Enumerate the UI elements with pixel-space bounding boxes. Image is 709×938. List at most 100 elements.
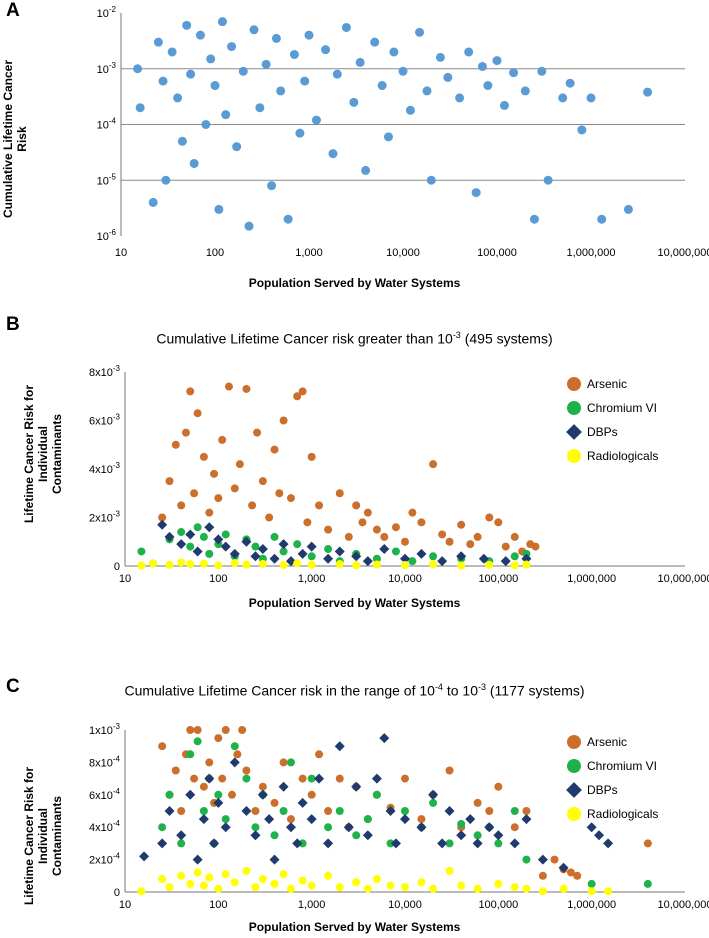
- legend-item: Chromium VI: [567, 396, 658, 420]
- data-point: [332, 69, 342, 79]
- data-point: [177, 501, 186, 510]
- data-point: [485, 807, 494, 815]
- data-point: [293, 392, 302, 401]
- data-point: [429, 798, 438, 807]
- data-point: [586, 93, 596, 103]
- data-point: [232, 142, 242, 152]
- data-point: [158, 875, 167, 884]
- data-point: [543, 175, 553, 185]
- data-point: [371, 773, 382, 784]
- data-point: [416, 822, 427, 833]
- data-point: [177, 807, 186, 815]
- data-point: [233, 750, 242, 759]
- data-point: [417, 878, 426, 887]
- data-point: [352, 831, 361, 840]
- data-point: [315, 501, 324, 510]
- y-tick-label: 6x10-4: [89, 787, 121, 802]
- data-point: [349, 97, 359, 107]
- data-point: [445, 839, 454, 848]
- data-point: [204, 773, 215, 784]
- data-point: [286, 758, 295, 767]
- data-point: [251, 823, 260, 832]
- y-tick-label: 10-5: [97, 172, 117, 187]
- data-point: [283, 214, 293, 224]
- data-point: [242, 560, 251, 569]
- data-point: [164, 806, 175, 816]
- data-point: [531, 542, 540, 551]
- data-point: [401, 537, 409, 546]
- data-point: [537, 854, 548, 865]
- data-point: [510, 552, 519, 561]
- y-tick-label: 0: [114, 561, 120, 573]
- data-point: [193, 523, 202, 532]
- data-point: [235, 460, 244, 469]
- data-point: [221, 110, 231, 120]
- data-point: [445, 537, 454, 546]
- data-point: [401, 883, 409, 892]
- data-point: [176, 830, 187, 841]
- data-point: [193, 868, 202, 877]
- data-point: [465, 814, 476, 825]
- data-point: [586, 822, 597, 833]
- data-point: [229, 548, 240, 559]
- data-point: [218, 435, 227, 444]
- data-point: [522, 855, 531, 864]
- y-tick-label: 10-6: [97, 228, 117, 243]
- data-point: [509, 838, 520, 849]
- data-point: [380, 532, 389, 541]
- data-point: [643, 87, 653, 97]
- data-point: [510, 823, 519, 832]
- x-tick-label: 10,000: [386, 247, 420, 259]
- data-point: [522, 807, 531, 815]
- data-point: [214, 734, 223, 743]
- data-point: [400, 814, 410, 825]
- data-point: [205, 508, 214, 517]
- chart-a-plot: 10-6 10-5 10-4 10-3 10-2 10 100 1,000 10,000 100,…: [97, 5, 709, 259]
- panel-a: A 10-6 10-5 10-4 10-3 10-2 10 100 1,000 10,000 10…: [0, 0, 709, 300]
- data-point: [405, 105, 415, 115]
- legend: Arsenic Chromium VI DBPs Radiologicals: [566, 730, 658, 826]
- x-tick-label: 10,000,000: [657, 247, 709, 259]
- data-point: [165, 477, 174, 486]
- data-point: [286, 884, 295, 893]
- x-axis-label: Population Served by Water Systems: [248, 276, 461, 290]
- data-point: [297, 548, 308, 559]
- data-point: [276, 86, 286, 96]
- panel-letter: A: [6, 0, 20, 21]
- data-point: [214, 790, 223, 799]
- data-point: [149, 559, 158, 568]
- data-point: [417, 518, 426, 527]
- data-point: [199, 452, 208, 461]
- x-tick-label: 100,000: [478, 899, 518, 911]
- data-point: [334, 546, 345, 557]
- data-point: [298, 774, 307, 783]
- legend-marker: [566, 424, 582, 440]
- data-point: [185, 789, 196, 800]
- data-point: [278, 781, 289, 792]
- data-point: [164, 531, 175, 542]
- data-point: [473, 798, 482, 807]
- data-point: [165, 883, 174, 892]
- data-point: [429, 552, 438, 561]
- data-point: [437, 556, 448, 567]
- data-point: [285, 556, 296, 567]
- panel-b: B Cumulative Lifetime Cancer risk greate…: [0, 308, 709, 618]
- data-point: [230, 559, 239, 568]
- data-point: [253, 428, 262, 437]
- data-point: [383, 132, 393, 142]
- data-point: [278, 539, 289, 550]
- data-point: [137, 887, 146, 896]
- data-point: [426, 175, 436, 185]
- data-point: [443, 72, 453, 82]
- data-point: [264, 814, 275, 825]
- data-point: [224, 382, 233, 391]
- data-point: [372, 790, 381, 799]
- data-point: [279, 416, 288, 425]
- data-point: [401, 561, 409, 570]
- data-point: [306, 814, 317, 825]
- y-tick-label: 0: [114, 887, 120, 899]
- x-tick-label: 1,000: [298, 899, 326, 911]
- data-point: [559, 884, 568, 893]
- data-point: [161, 175, 171, 185]
- data-point: [198, 814, 209, 825]
